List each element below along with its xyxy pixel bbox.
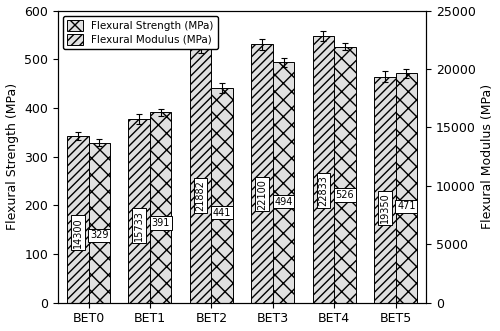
Bar [396,73,417,303]
Text: 329: 329 [90,230,108,240]
Bar [88,143,110,303]
Text: 22100: 22100 [257,179,267,210]
Text: 391: 391 [152,218,170,228]
Bar [67,136,88,303]
Text: 14300: 14300 [73,217,83,248]
Bar [212,88,233,303]
Text: 22833: 22833 [318,175,328,206]
Y-axis label: Flexural Modulus (MPa): Flexural Modulus (MPa) [482,84,494,229]
Bar [273,62,294,303]
Bar [312,36,334,303]
Text: 21882: 21882 [196,180,205,211]
Legend: Flexural Strength (MPa), Flexural Modulus (MPa): Flexural Strength (MPa), Flexural Modulu… [63,16,218,49]
Text: 526: 526 [336,190,354,200]
Text: 494: 494 [274,197,292,207]
Bar [252,44,273,303]
Bar [190,47,212,303]
Bar [128,119,150,303]
Text: 15733: 15733 [134,210,144,241]
Text: 471: 471 [397,201,415,212]
Bar [374,76,396,303]
Y-axis label: Flexural Strength (MPa): Flexural Strength (MPa) [6,83,18,230]
Text: 441: 441 [213,208,232,217]
Text: 19350: 19350 [380,192,390,223]
Bar [334,47,355,303]
Bar [150,112,172,303]
